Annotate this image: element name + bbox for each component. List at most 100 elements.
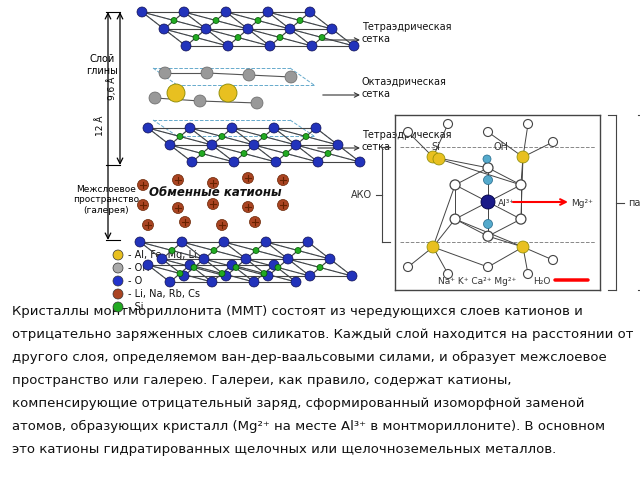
Circle shape: [113, 302, 123, 312]
Circle shape: [291, 277, 301, 287]
Text: - O: - O: [128, 276, 142, 286]
Circle shape: [403, 263, 413, 272]
Circle shape: [261, 271, 267, 276]
Circle shape: [219, 133, 225, 140]
Circle shape: [327, 24, 337, 34]
Circle shape: [483, 163, 493, 173]
Text: пространство или галерею. Галереи, как правило, содержат катионы,: пространство или галерею. Галереи, как п…: [12, 374, 511, 387]
Circle shape: [333, 140, 343, 150]
Circle shape: [263, 7, 273, 17]
Circle shape: [444, 269, 452, 278]
Circle shape: [241, 151, 247, 156]
Circle shape: [481, 195, 495, 209]
Circle shape: [138, 200, 148, 211]
Circle shape: [179, 7, 189, 17]
Circle shape: [165, 140, 175, 150]
Circle shape: [278, 200, 289, 211]
Circle shape: [173, 203, 184, 214]
Circle shape: [193, 35, 199, 40]
Circle shape: [185, 123, 195, 133]
Circle shape: [450, 180, 460, 190]
Circle shape: [295, 248, 301, 253]
Circle shape: [201, 24, 211, 34]
Circle shape: [227, 260, 237, 270]
Circle shape: [177, 271, 183, 276]
Circle shape: [185, 260, 195, 270]
Circle shape: [159, 24, 169, 34]
Text: Октаэдрическая
сетка: Октаэдрическая сетка: [362, 77, 447, 99]
Circle shape: [243, 24, 253, 34]
Text: - Al, Fe, Mg, Li: - Al, Fe, Mg, Li: [128, 250, 196, 260]
Text: Si: Si: [431, 142, 440, 152]
Circle shape: [271, 157, 281, 167]
Circle shape: [325, 151, 331, 156]
Text: Mg²⁺: Mg²⁺: [571, 200, 593, 208]
Circle shape: [483, 263, 493, 272]
Circle shape: [524, 269, 532, 278]
Circle shape: [135, 237, 145, 247]
Circle shape: [524, 120, 532, 129]
Circle shape: [207, 199, 218, 209]
Circle shape: [138, 180, 148, 191]
Circle shape: [243, 172, 253, 183]
Circle shape: [249, 277, 259, 287]
Circle shape: [251, 97, 263, 109]
Circle shape: [243, 69, 255, 81]
Circle shape: [516, 214, 526, 224]
Circle shape: [355, 157, 365, 167]
Circle shape: [173, 175, 184, 185]
Circle shape: [216, 219, 227, 230]
Circle shape: [243, 202, 253, 213]
Circle shape: [235, 35, 241, 40]
Text: 12 Å: 12 Å: [96, 116, 105, 136]
Circle shape: [221, 271, 231, 281]
Circle shape: [303, 133, 309, 140]
Circle shape: [305, 7, 315, 17]
Circle shape: [207, 140, 217, 150]
Text: Слой
глины: Слой глины: [86, 54, 118, 76]
Circle shape: [263, 271, 273, 281]
Circle shape: [548, 137, 557, 146]
Circle shape: [165, 277, 175, 287]
Text: АКО: АКО: [351, 190, 372, 200]
Circle shape: [483, 219, 493, 228]
Circle shape: [113, 250, 123, 260]
Circle shape: [179, 271, 189, 281]
Circle shape: [233, 264, 239, 271]
Text: атомов, образующих кристалл (Mg²⁺ на месте Al³⁺ в монтмориллоните). В основном: атомов, образующих кристалл (Mg²⁺ на мес…: [12, 420, 605, 433]
Circle shape: [219, 84, 237, 102]
Text: 9,6 Å: 9,6 Å: [107, 76, 117, 100]
Circle shape: [219, 237, 229, 247]
Circle shape: [403, 128, 413, 136]
Circle shape: [194, 95, 206, 107]
Circle shape: [113, 276, 123, 286]
Circle shape: [167, 84, 185, 102]
Circle shape: [169, 248, 175, 253]
Circle shape: [311, 123, 321, 133]
Circle shape: [517, 241, 529, 253]
Circle shape: [548, 255, 557, 264]
Circle shape: [261, 237, 271, 247]
Circle shape: [179, 216, 191, 228]
Circle shape: [291, 140, 301, 150]
Text: Al³⁺: Al³⁺: [498, 200, 515, 208]
Circle shape: [427, 241, 439, 253]
Circle shape: [227, 123, 237, 133]
Text: это катионы гидратированных щелочных или щелочноземельных металлов.: это катионы гидратированных щелочных или…: [12, 443, 556, 456]
Text: Na⁺ K⁺ Ca²⁺ Mg²⁺: Na⁺ K⁺ Ca²⁺ Mg²⁺: [438, 277, 516, 287]
Circle shape: [325, 254, 335, 264]
Circle shape: [250, 216, 260, 228]
Circle shape: [113, 289, 123, 299]
Circle shape: [450, 214, 460, 224]
Circle shape: [349, 41, 359, 51]
Circle shape: [433, 153, 445, 165]
Circle shape: [207, 178, 218, 189]
Text: OH: OH: [493, 142, 508, 152]
Circle shape: [199, 254, 209, 264]
Circle shape: [159, 67, 171, 79]
Circle shape: [313, 157, 323, 167]
Circle shape: [201, 67, 213, 79]
Circle shape: [307, 41, 317, 51]
Circle shape: [213, 17, 219, 24]
Text: Обменные катионы: Обменные катионы: [148, 187, 282, 200]
